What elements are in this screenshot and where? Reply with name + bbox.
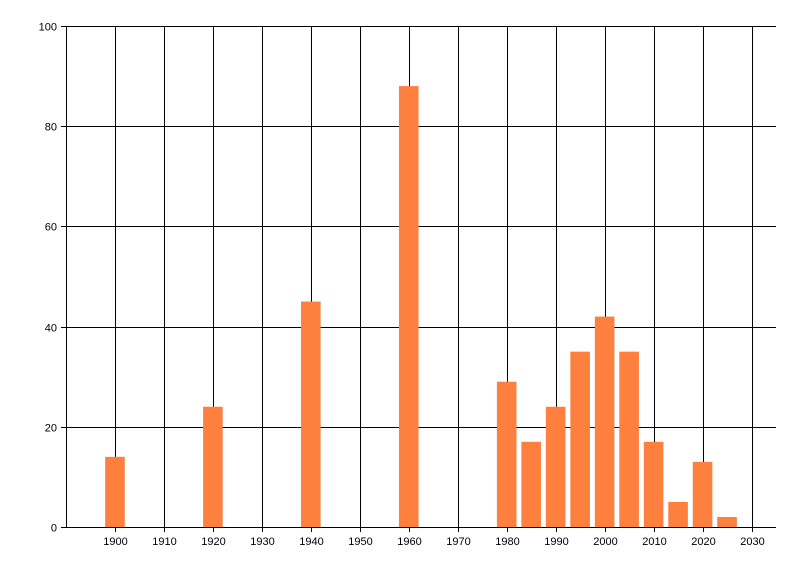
y-tick-label: 80: [45, 122, 57, 134]
y-tick-label: 0: [51, 523, 57, 535]
x-tick-label: 1950: [348, 536, 372, 548]
bar: [668, 501, 688, 527]
x-tick-label: 1930: [250, 536, 274, 548]
bar: [717, 516, 737, 527]
bar: [692, 461, 713, 527]
bar: [594, 316, 615, 527]
x-tick-label: 2030: [740, 536, 764, 548]
x-tick-label: 1920: [201, 536, 225, 548]
x-tick-label: 1990: [544, 536, 568, 548]
bar: [643, 441, 664, 527]
bar: [398, 86, 419, 528]
x-tick-label: 2000: [593, 536, 617, 548]
bar: [105, 456, 125, 527]
y-tick-label: 40: [45, 323, 57, 335]
bar: [545, 406, 566, 527]
x-tick-label: 1910: [152, 536, 176, 548]
bar: [521, 441, 541, 527]
x-tick-label: 2010: [642, 536, 666, 548]
y-tick-label: 60: [45, 222, 57, 234]
bar: [301, 301, 321, 527]
bar: [619, 351, 639, 527]
x-tick-label: 1900: [103, 536, 127, 548]
y-axis-tick-labels: 0 20 40 60 80 100: [39, 22, 57, 535]
grid-lines: [66, 26, 776, 528]
x-tick-label: 1980: [495, 536, 519, 548]
x-axis-tick-labels: 1900 1910 1920 1930 1940 1950 1960 1970 1980 1990…: [103, 536, 764, 548]
bar: [496, 381, 517, 527]
bars: [105, 86, 737, 528]
y-tick-label: 100: [39, 22, 57, 34]
x-tick-label: 1960: [397, 536, 421, 548]
bar: [570, 351, 590, 527]
y-tick-label: 20: [45, 423, 57, 435]
x-tick-label: 1970: [446, 536, 470, 548]
bar: [203, 406, 223, 527]
axes: [61, 26, 776, 532]
x-tick-label: 1940: [299, 536, 323, 548]
x-tick-label: 2020: [691, 536, 715, 548]
